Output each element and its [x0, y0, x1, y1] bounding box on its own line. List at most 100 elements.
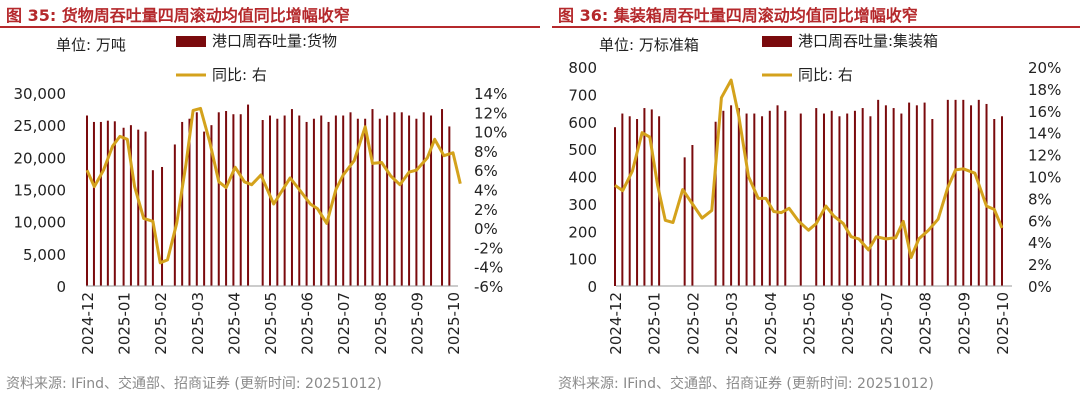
legend-bar-swatch	[176, 36, 206, 47]
y-left-tick-label: 0	[56, 278, 66, 296]
bar	[305, 121, 308, 286]
x-tick-label: 2025-08	[917, 292, 935, 355]
bar	[290, 109, 293, 286]
y-left-tick-label: 20,000	[14, 149, 67, 167]
bar	[877, 99, 880, 286]
bar	[761, 116, 764, 287]
bar	[349, 112, 352, 286]
bar	[181, 121, 184, 286]
bar	[861, 108, 864, 286]
bar	[1001, 116, 1003, 287]
bar	[946, 99, 949, 286]
y-left-tick-label: 800	[568, 59, 597, 77]
y-left-tick-label: 300	[568, 196, 597, 214]
chart-panel-goods: 图 35: 货物周吞吐量四周滚动均值同比增幅收窄 0 5,000 10,000 15,…	[0, 6, 540, 392]
y-right-tick-label: 4%	[474, 182, 498, 200]
x-tick-label: 2025-10	[994, 292, 1012, 355]
title-rule	[552, 26, 1080, 28]
yoy-line	[85, 106, 462, 265]
bar	[188, 118, 191, 286]
bar	[415, 118, 418, 286]
bar	[312, 118, 315, 286]
y-right-tick-label: 0%	[474, 220, 498, 238]
y-left-tick-label: 25,000	[14, 117, 67, 135]
y-right-tick-label: 18%	[1028, 81, 1061, 99]
x-tick-label: 2025-02	[684, 292, 702, 355]
bar	[232, 114, 235, 286]
bar	[86, 115, 88, 287]
bar	[614, 127, 616, 286]
y-left-tick-label: 0	[587, 278, 597, 296]
bar	[815, 108, 818, 286]
bar	[122, 127, 125, 287]
y-left-tick-label: 400	[568, 169, 597, 187]
x-tick-label: 2025-08	[372, 292, 390, 355]
unit-label: 单位: 万吨	[56, 36, 126, 54]
bar	[915, 105, 918, 286]
y-right-tick-label: 10%	[1028, 169, 1061, 187]
bar	[691, 145, 694, 286]
y-right-tick-label: 4%	[1028, 234, 1052, 252]
bar	[173, 144, 176, 286]
bar	[195, 112, 198, 286]
bar	[628, 116, 631, 287]
bar	[217, 112, 220, 286]
bar	[900, 113, 903, 286]
legend-bar-label: 港口周吞吐量:集装箱	[798, 32, 938, 50]
bar	[261, 120, 264, 287]
bar	[144, 131, 147, 286]
bar	[239, 114, 242, 286]
x-tick-label: 2025-01	[646, 292, 664, 355]
bar	[129, 125, 132, 287]
bar	[737, 108, 740, 286]
bar	[892, 108, 895, 286]
source-note: 资料来源: IFind、交通部、招商证券 (更新时间: 20251012)	[558, 376, 934, 392]
bar	[985, 103, 988, 286]
y-left-tick-label: 10,000	[14, 214, 67, 232]
legend-line-label: 同比: 右	[212, 66, 267, 84]
x-tick-label: 2025-03	[189, 292, 207, 355]
bar	[225, 111, 228, 286]
bar	[334, 115, 337, 287]
bar	[386, 115, 389, 287]
y-right-tick-label: 10%	[474, 124, 507, 142]
y-right-tick-label: -4%	[474, 259, 503, 277]
bar	[378, 118, 381, 286]
figure-title: 图 35: 货物周吞吐量四周滚动均值同比增幅收窄	[6, 6, 350, 25]
bar	[99, 121, 102, 286]
bar	[722, 110, 725, 286]
bar	[993, 119, 996, 286]
bar	[768, 110, 771, 286]
bar	[364, 118, 367, 286]
y-right-tick-label: 20%	[1028, 59, 1061, 77]
y-right-tick-label: 12%	[1028, 147, 1061, 165]
legend-bar-swatch	[762, 36, 792, 47]
x-tick-label: 2025-02	[152, 292, 170, 355]
bar	[408, 115, 411, 287]
y-left-tick-label: 15,000	[14, 182, 67, 200]
y-right-tick-label: 14%	[1028, 125, 1061, 143]
bar	[247, 104, 250, 286]
x-tick-label: 2025-09	[408, 292, 426, 355]
legend-line-label: 同比: 右	[798, 66, 853, 84]
y-right-tick-label: -6%	[474, 278, 503, 296]
x-tick-label: 2025-05	[801, 292, 819, 355]
bar	[954, 99, 957, 286]
bar	[356, 118, 359, 286]
bar	[643, 108, 646, 286]
bar	[393, 112, 396, 286]
y-right-tick-label: 8%	[1028, 190, 1052, 208]
source-note: 资料来源: IFind、交通部、招商证券 (更新时间: 20251012)	[6, 376, 382, 392]
bar	[430, 115, 433, 287]
bar	[92, 121, 95, 286]
bar	[400, 112, 403, 286]
bar	[977, 99, 980, 286]
bar	[714, 121, 717, 286]
x-tick-label: 2025-04	[225, 292, 243, 355]
x-tick-label: 2025-05	[262, 292, 280, 355]
y-right-tick-label: 16%	[1028, 103, 1061, 121]
goods-throughput-chart: 05,00010,00015,00020,00025,00030,000-6%-…	[14, 32, 508, 355]
x-tick-label: 2025-04	[762, 292, 780, 355]
bar	[838, 116, 841, 287]
chart-panel-container: 图 36: 集装箱周吞吐量四周滚动均值同比增幅收窄 0 100 200 300 400 5…	[552, 0, 1080, 401]
